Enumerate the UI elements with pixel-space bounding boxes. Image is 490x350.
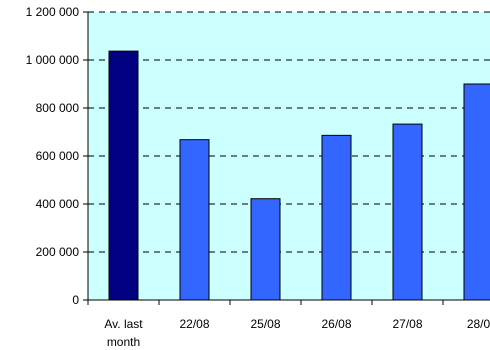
y-tick-label-2: 400 000 — [36, 197, 80, 211]
bar-5 — [463, 83, 490, 301]
bar-series — [108, 50, 490, 301]
y-tick-label-5: 1 000 000 — [26, 53, 80, 67]
bar-3 — [321, 134, 352, 301]
y-tick-label-3: 600 000 — [36, 149, 80, 163]
y-tick-label-1: 200 000 — [36, 245, 80, 259]
x-tick-label-2: 25/08 — [250, 317, 280, 331]
y-tick-label-6: 1 200 000 — [26, 5, 80, 19]
y-axis-tick-labels: 0 200 000 400 000 600 000 800 000 1 000 000 1 … — [26, 5, 80, 307]
bar-1 — [179, 139, 210, 301]
bar-2 — [250, 198, 281, 301]
x-tick-label-4: 27/08 — [392, 317, 422, 331]
axes — [83, 11, 490, 305]
x-tick-label-3: 26/08 — [321, 317, 351, 331]
x-tick-label-5: 28/0 — [467, 317, 490, 331]
bar-0 — [108, 50, 139, 301]
x-tick-label-0: Av. last month — [104, 317, 143, 349]
bar-4 — [392, 123, 423, 301]
y-tick-label-0: 0 — [72, 293, 79, 307]
x-tick-label-1: 22/08 — [179, 317, 209, 331]
gridlines — [88, 11, 490, 253]
y-tick-label-4: 800 000 — [36, 101, 80, 115]
x-axis-tick-labels: Av. last month 22/08 25/08 26/08 27/08 28/0 — [104, 317, 490, 349]
